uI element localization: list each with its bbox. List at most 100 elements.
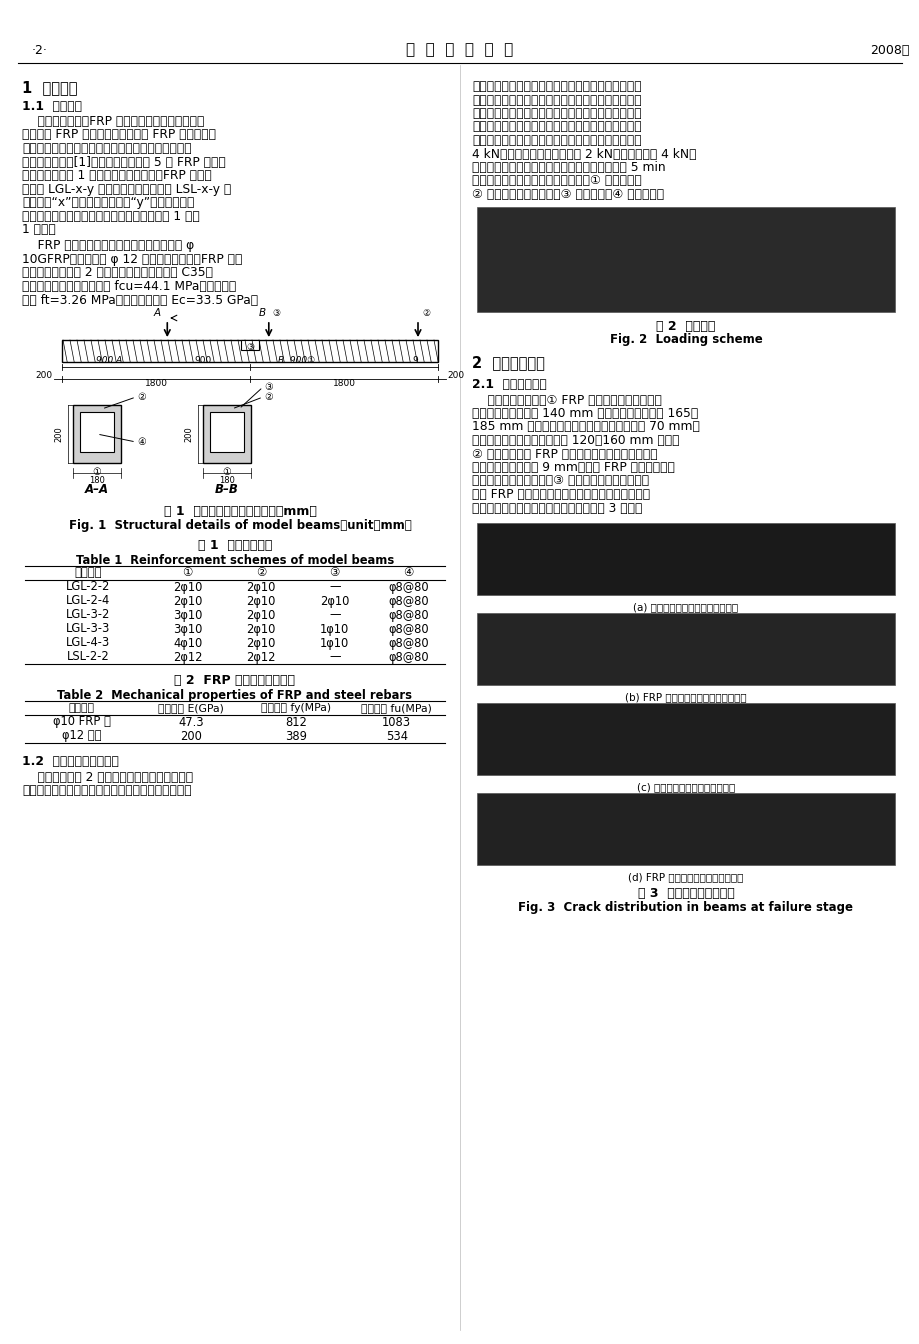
Text: ③: ③: [329, 567, 339, 579]
Text: LSL-2-2: LSL-2-2: [66, 650, 109, 664]
Text: LGL-3-3: LGL-3-3: [66, 622, 110, 636]
Bar: [241, 340, 259, 349]
Text: ①: ①: [93, 466, 101, 477]
Text: 然后调节支座高度消除沉降差。试验梁上的两个集中: 然后调节支座高度消除沉降差。试验梁上的两个集中: [471, 121, 641, 133]
Text: 1083: 1083: [381, 715, 411, 728]
Text: 2φ10: 2φ10: [173, 581, 202, 594]
Text: φ12 钉筋: φ12 钉筋: [62, 730, 101, 742]
Text: ②: ②: [255, 567, 267, 579]
Text: 图 3  梁破坏时的裂缝分布: 图 3 梁破坏时的裂缝分布: [637, 887, 733, 900]
Text: 47.3: 47.3: [178, 715, 203, 728]
Text: B  900①: B 900①: [278, 356, 315, 366]
Text: 1  试验概况: 1 试验概况: [22, 81, 77, 95]
Text: 表 1  模型配筋方案: 表 1 模型配筋方案: [198, 539, 272, 552]
Text: 1 所示。: 1 所示。: [22, 223, 56, 237]
Text: 所有 FRP 筋混凝土梁基本上均在中间支座和跨中加: 所有 FRP 筋混凝土梁基本上均在中间支座和跨中加: [471, 488, 650, 501]
Text: 3φ10: 3φ10: [173, 609, 202, 621]
Text: 配筋类型: 配筋类型: [69, 703, 95, 714]
Text: A–A: A–A: [85, 482, 109, 496]
Text: (a) 钉筋混凝土梁中间支座破坏形态: (a) 钉筋混凝土梁中间支座破坏形态: [633, 602, 738, 612]
Text: 2φ10: 2φ10: [246, 609, 276, 621]
Text: 要表现为 FRP 筋拉断的少筋破坏与 FRP 筋拉断前混: 要表现为 FRP 筋拉断的少筋破坏与 FRP 筋拉断前混: [22, 129, 216, 141]
Text: 大裂缝宽度均达到约 9 mm，说明 FRP 筋混凝土梁截: 大裂缝宽度均达到约 9 mm，说明 FRP 筋混凝土梁截: [471, 461, 675, 474]
Text: 900 A: 900 A: [96, 356, 122, 366]
Text: 座反力，通过调节支座高度使支座反力比例与按弹性: 座反力，通过调节支座高度使支座反力比例与按弹性: [471, 94, 641, 106]
Text: (d) FRP 筋混凝土梁破坏时裂缝形态: (d) FRP 筋混凝土梁破坏时裂缝形态: [628, 872, 743, 882]
Text: 土  木  工  程  学  报: 土 木 工 程 学 报: [406, 43, 513, 58]
Text: 200: 200: [185, 426, 193, 442]
Text: φ8@80: φ8@80: [388, 622, 428, 636]
Text: ①: ①: [222, 466, 231, 477]
Text: ④: ④: [137, 437, 145, 448]
Text: 3φ10: 3φ10: [173, 622, 202, 636]
Text: 钉筋力学性能如表 2 所示。混凝土强度等级为 C35，: 钉筋力学性能如表 2 所示。混凝土强度等级为 C35，: [22, 266, 213, 280]
Text: Table 2  Mechanical properties of FRP and steel rebars: Table 2 Mechanical properties of FRP and…: [57, 689, 412, 702]
Text: ③: ③: [264, 382, 272, 392]
Text: ②: ②: [137, 392, 145, 402]
Text: LGL-4-3: LGL-4-3: [66, 637, 110, 649]
Text: 2.1  破坏过程比较: 2.1 破坏过程比较: [471, 378, 546, 391]
Text: 1φ10: 1φ10: [320, 637, 349, 649]
Text: 屈服强度 fy(MPa): 屈服强度 fy(MPa): [261, 703, 331, 714]
Text: 计算比例相同。在每级加载中，测量支座沉降量差，: 计算比例相同。在每级加载中，测量支座沉降量差，: [471, 108, 641, 120]
Text: 加载装置如图 2 所示。为了消除支座不均匀沉: 加载装置如图 2 所示。为了消除支座不均匀沉: [22, 771, 193, 784]
Text: φ8@80: φ8@80: [388, 609, 428, 621]
Text: —: —: [329, 581, 340, 594]
Text: LGL-3-2: LGL-3-2: [66, 609, 110, 621]
Text: 10GFRP；钉筋采用 φ 12 月牙形变形钉筋；FRP 筋和: 10GFRP；钉筋采用 φ 12 月牙形变形钉筋；FRP 筋和: [22, 253, 242, 266]
Text: φ8@80: φ8@80: [388, 650, 428, 664]
Text: 凝土压碎的超筋破坏。前者破坏表现得更为突然，脆: 凝土压碎的超筋破坏。前者破坏表现得更为突然，脆: [22, 142, 191, 155]
Text: ③: ③: [273, 309, 280, 319]
Text: 1800: 1800: [144, 379, 167, 388]
Text: ①: ①: [183, 567, 193, 579]
Text: 389: 389: [285, 730, 307, 742]
Text: 534: 534: [385, 730, 407, 742]
Text: 处于同一水平上。试件就位后，先少量加载，计算支: 处于同一水平上。试件就位后，先少量加载，计算支: [471, 81, 641, 93]
Text: 180: 180: [89, 476, 105, 485]
Text: B: B: [258, 308, 266, 319]
Text: ② 裂缝开展、分布情况；③ 跨中捶度；④ 支座反力。: ② 裂缝开展、分布情况；③ 跨中捶度；④ 支座反力。: [471, 188, 664, 202]
Text: 后记录试验数据。测试主要内容有：① 开裂荷载；: 后记录试验数据。测试主要内容有：① 开裂荷载；: [471, 175, 641, 188]
Text: 1φ10: 1φ10: [320, 622, 349, 636]
Text: FRP 筋采用黏结性能良好的表面交叉缠绕 φ: FRP 筋采用黏结性能良好的表面交叉缠绕 φ: [22, 239, 194, 253]
Text: φ8@80: φ8@80: [388, 637, 428, 649]
Text: 200: 200: [36, 371, 52, 380]
Text: φ8@80: φ8@80: [388, 581, 428, 594]
Text: 1.1  试件设计: 1.1 试件设计: [22, 99, 82, 113]
Text: LGL-2-4: LGL-2-4: [66, 594, 110, 607]
Text: 812: 812: [285, 715, 307, 728]
Text: 2φ10: 2φ10: [246, 581, 276, 594]
Text: 1.2  加载装置及测试内容: 1.2 加载装置及测试内容: [22, 755, 119, 767]
Text: 4 kN，加载到梁即将开裂每级 2 kN；开裂后每级 4 kN；: 4 kN，加载到梁即将开裂每级 2 kN；开裂后每级 4 kN；: [471, 148, 696, 160]
Text: 2φ12: 2φ12: [173, 650, 202, 664]
Text: 2φ10: 2φ10: [173, 594, 202, 607]
Text: 200: 200: [54, 426, 63, 442]
Text: 裂，裂缝高度一般在 140 mm 左右，破坏时集中在 165～: 裂，裂缝高度一般在 140 mm 左右，破坏时集中在 165～: [471, 407, 698, 419]
Text: 试件编号: 试件编号: [74, 567, 102, 579]
Text: 1800: 1800: [332, 379, 355, 388]
Bar: [80, 413, 114, 452]
Text: ③: ③: [245, 343, 254, 352]
Text: 极限强度 fu(MPa): 极限强度 fu(MPa): [361, 703, 432, 714]
Text: 2φ12: 2φ12: [246, 650, 276, 664]
Text: 由试验现象可知：① FRP 筋混凝土连续梁一旦开: 由试验现象可知：① FRP 筋混凝土连续梁一旦开: [471, 394, 661, 406]
Text: 2  试验结果分析: 2 试验结果分析: [471, 356, 544, 371]
Bar: [62, 340, 437, 362]
Text: (c) 钉筋混凝土梁破坏时裂缝形态: (c) 钉筋混凝土梁破坏时裂缝形态: [636, 782, 734, 792]
Text: 2φ10: 2φ10: [246, 637, 276, 649]
Text: 载点同时破坏。试件破坏时裂缝分布如图 3 所示。: 载点同时破坏。试件破坏时裂缝分布如图 3 所示。: [471, 501, 641, 515]
Text: (b) FRP 筋混凝土梁中间支座破坏形态: (b) FRP 筋混凝土梁中间支座破坏形态: [625, 692, 746, 702]
Text: 土梁以 LGL-x-y 表示，钉筋混凝土梁以 LSL-x-y 表: 土梁以 LGL-x-y 表示，钉筋混凝土梁以 LSL-x-y 表: [22, 183, 231, 195]
Bar: [476, 207, 894, 312]
Text: Fig. 2  Loading scheme: Fig. 2 Loading scheme: [609, 333, 762, 347]
Bar: [476, 613, 894, 685]
Text: ②: ②: [422, 309, 430, 319]
Text: 降，所有支座做成可调的。先调节支座水平度，使其: 降，所有支座做成可调的。先调节支座水平度，使其: [22, 785, 191, 797]
Text: 2φ10: 2φ10: [320, 594, 349, 607]
Text: φ8@80: φ8@80: [388, 594, 428, 607]
Text: 截面配筋数量，试件简图及主要试验参数如图 1 及表: 截面配筋数量，试件简图及主要试验参数如图 1 及表: [22, 210, 199, 223]
Text: 2φ10: 2φ10: [246, 594, 276, 607]
Text: 200: 200: [447, 371, 464, 380]
Text: 钉筋屈服阶段裂缝高度集中在 120～160 mm 之间。: 钉筋屈服阶段裂缝高度集中在 120～160 mm 之间。: [471, 434, 679, 448]
Text: 示，其中“x”表示梁底筋数量，“y”表示中间支座: 示，其中“x”表示梁底筋数量，“y”表示中间支座: [22, 196, 194, 210]
